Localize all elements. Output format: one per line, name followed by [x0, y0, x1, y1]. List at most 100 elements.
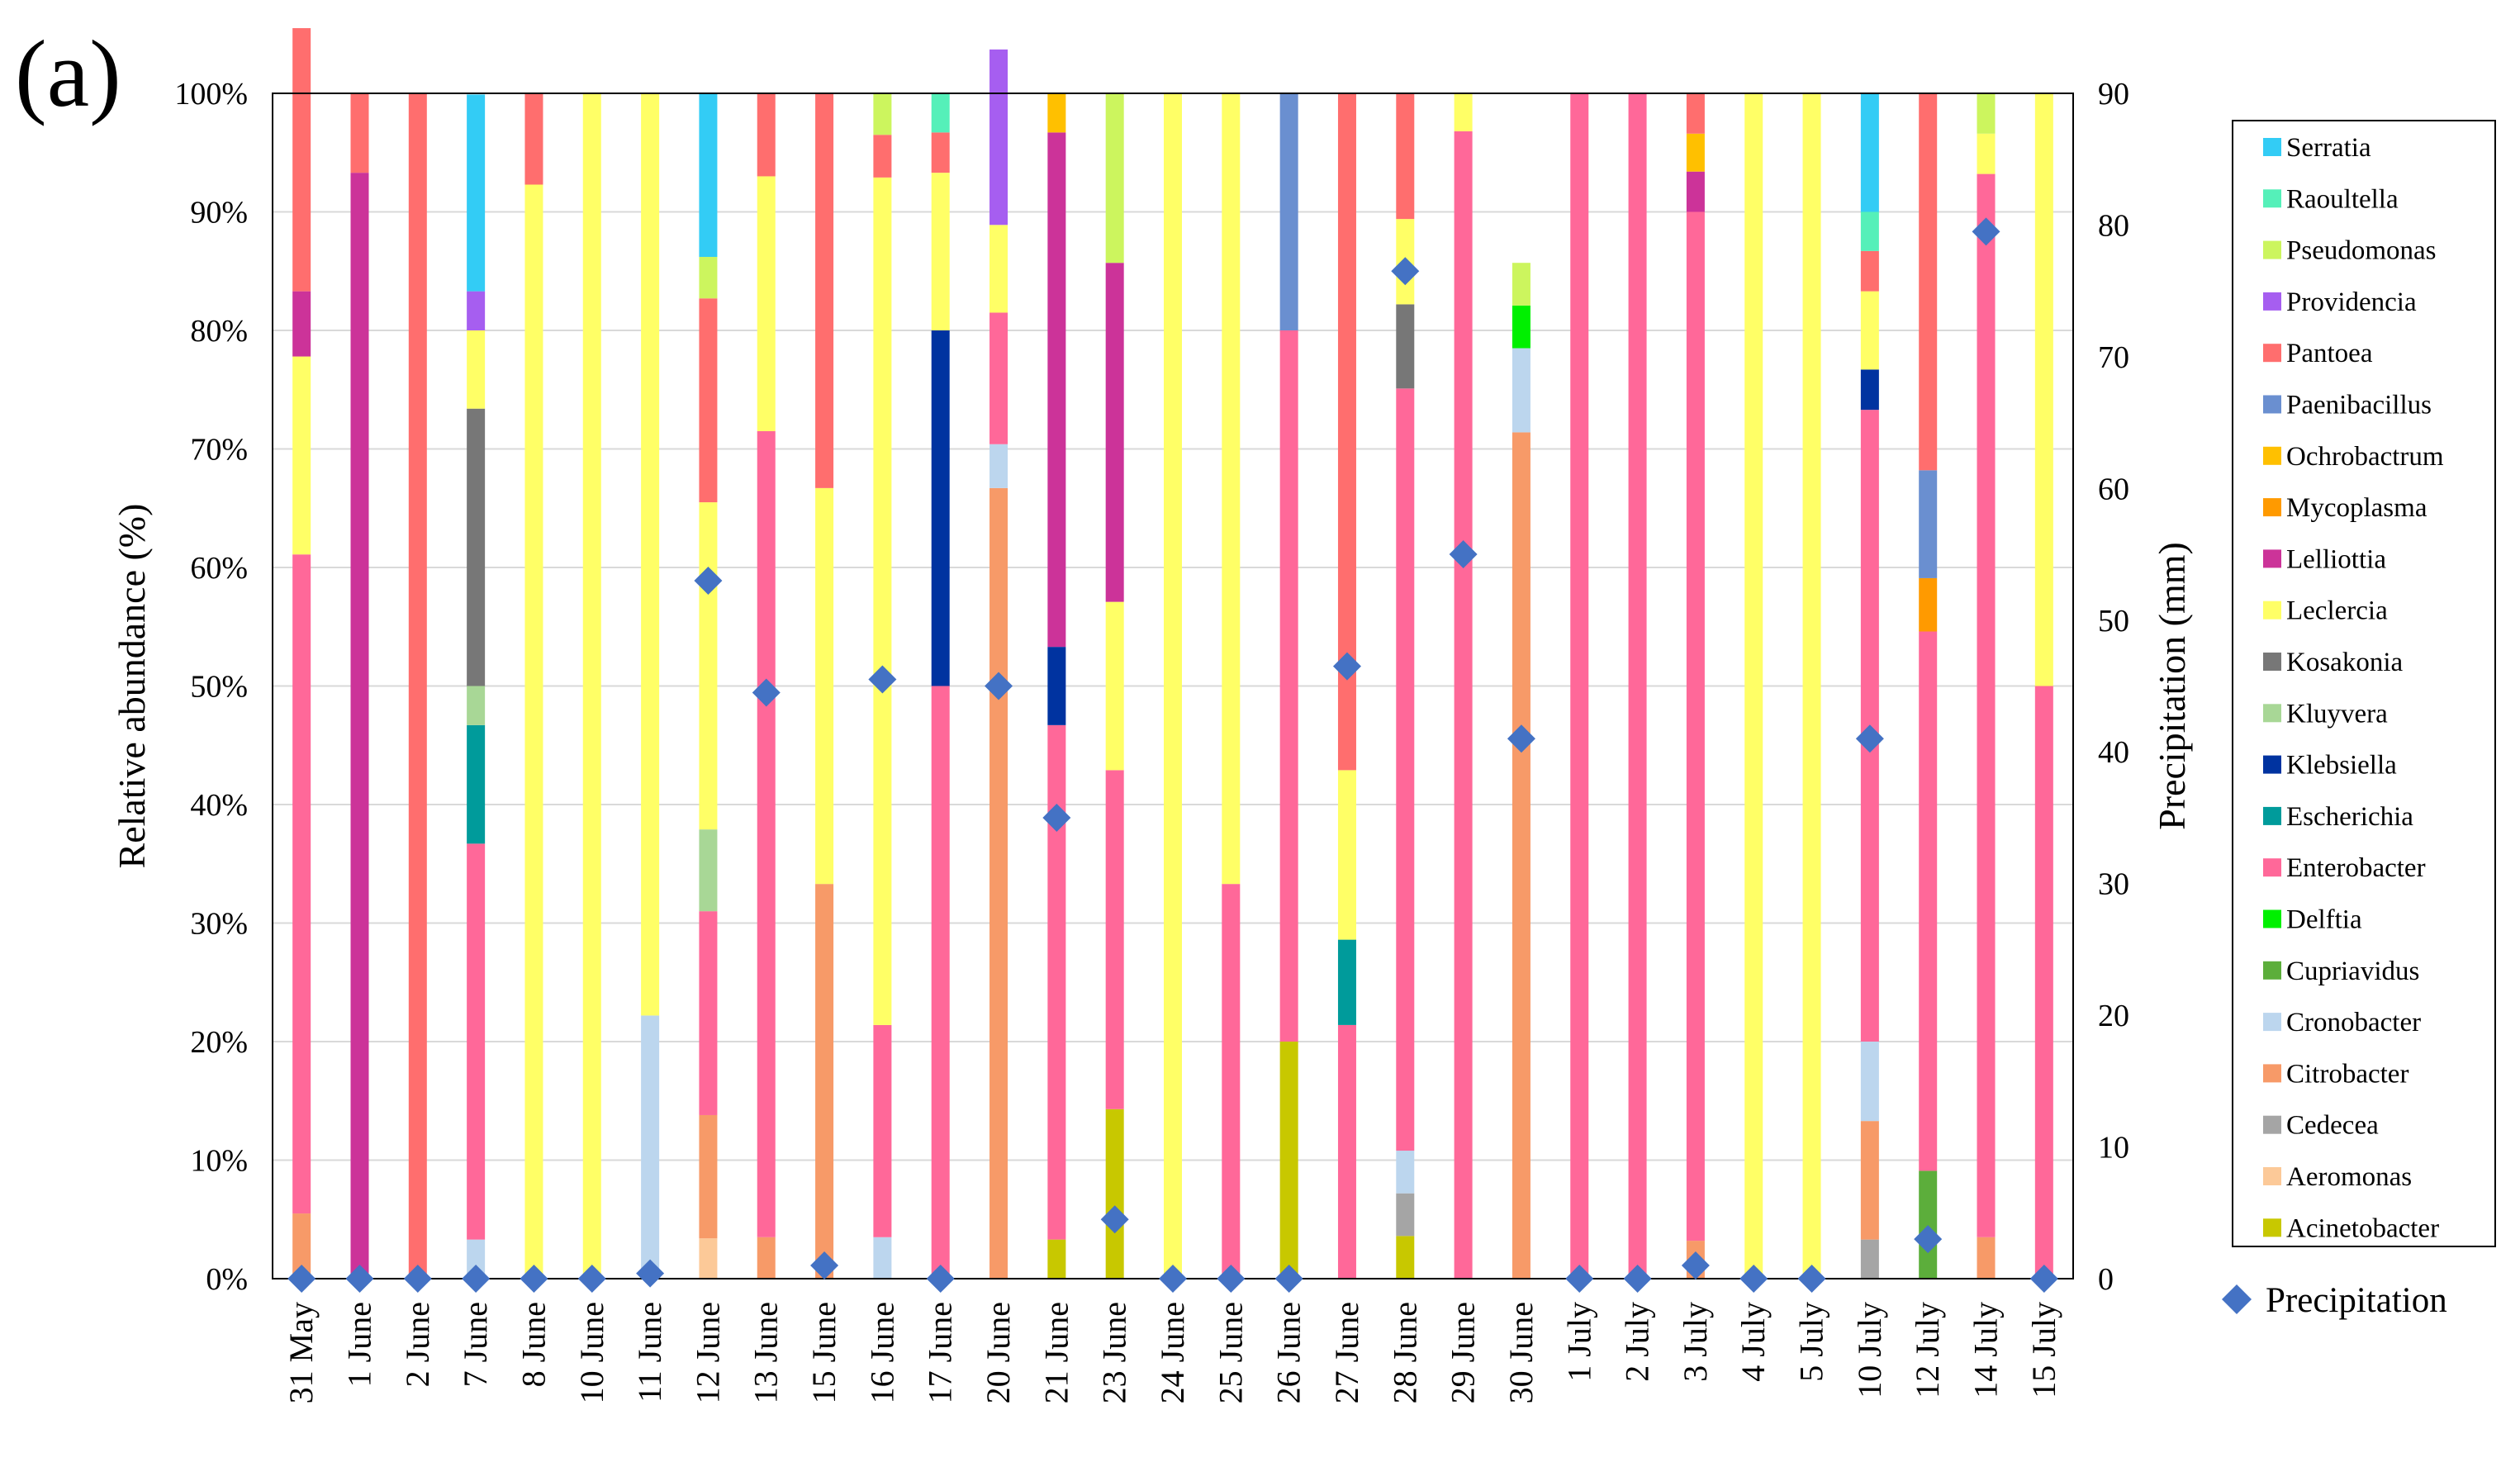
x-tick-label: 17 June [922, 1302, 959, 1403]
legend-label-escherichia: Escherichia [2286, 802, 2413, 832]
precipitation-marker [462, 1265, 491, 1293]
bar-segment-enterobacter [1977, 173, 1996, 1237]
bar-segment-kosakonia [1396, 304, 1415, 389]
precipitation-marker [985, 672, 1013, 700]
bar-segment-leclercia [873, 177, 892, 1025]
bar-segment-enterobacter [1570, 93, 1589, 1279]
bar-segment-leclercia [641, 93, 660, 1016]
bar-segment-mycoplasma [1919, 577, 1938, 632]
bar-segment-leclercia [989, 225, 1008, 313]
bar-segment-cronobacter [467, 1239, 486, 1279]
bar-segment-lelliottia [1686, 171, 1705, 212]
y-tick-label: 10% [190, 1144, 248, 1179]
legend-swatch-serratia [2263, 138, 2281, 156]
x-tick-label: 1 June [340, 1302, 377, 1387]
x-tick-label: 30 June [1502, 1302, 1540, 1403]
legend-swatch-cupriavidus [2263, 961, 2281, 980]
precipitation-legend-label: Precipitation [2266, 1281, 2447, 1320]
y2-tick-label: 60 [2098, 472, 2129, 506]
bar-segment-pantoea [699, 298, 718, 503]
bar-segment-providencia [989, 49, 1008, 226]
x-tick-label: 13 June [747, 1302, 785, 1403]
bar-segment-enterobacter [1047, 724, 1066, 1240]
legend-label-aeromonas: Aeromonas [2286, 1162, 2412, 1192]
bar-segment-raoultella [931, 93, 950, 133]
bar-segment-pantoea [931, 132, 950, 173]
x-tick-label: 29 June [1445, 1302, 1482, 1403]
precipitation-marker [1855, 724, 1884, 753]
bar-segment-enterobacter [1454, 131, 1473, 1279]
bar-segment-pantoea [292, 28, 311, 292]
y2-tick-label: 0 [2098, 1262, 2114, 1297]
y-tick-label: 60% [190, 551, 248, 586]
bar-segment-pantoea [350, 93, 369, 173]
bar-segment-leclercia [1454, 93, 1473, 131]
legend-swatch-cronobacter [2263, 1013, 2281, 1032]
bar-segment-cronobacter [989, 444, 1008, 488]
legend-swatch-pseudomonas [2263, 240, 2281, 259]
bar-segment-kosakonia [467, 408, 486, 686]
x-tick-label: 2 July [1619, 1302, 1656, 1382]
y2-tick-label: 40 [2098, 735, 2129, 770]
legend-swatch-delftia [2263, 909, 2281, 928]
legend-label-paenibacillus: Paenibacillus [2286, 391, 2432, 420]
precipitation-marker [636, 1259, 665, 1288]
x-tick-label: 12 July [1909, 1302, 1946, 1398]
legend-label-cronobacter: Cronobacter [2286, 1008, 2421, 1037]
x-tick-label: 15 June [805, 1302, 842, 1403]
bar-segment-enterobacter [1686, 211, 1705, 1241]
y-tick-label: 70% [190, 433, 248, 468]
precipitation-marker [577, 1265, 606, 1293]
x-tick-label: 25 June [1212, 1302, 1249, 1403]
bar-segment-enterobacter [1222, 884, 1241, 1279]
legend-label-kluyvera: Kluyvera [2286, 699, 2388, 729]
bar-segment-escherichia [1337, 939, 1356, 1025]
x-tick-label: 10 June [573, 1302, 610, 1403]
precipitation-marker [868, 665, 897, 694]
precipitation-marker [1449, 540, 1478, 569]
legend-label-kosakonia: Kosakonia [2286, 648, 2403, 677]
legend-label-cedecea: Cedecea [2286, 1111, 2379, 1141]
precipitation-marker [345, 1265, 374, 1293]
bar-segment-leclercia [1744, 93, 1763, 1279]
bars-layer [292, 28, 2053, 1279]
legend-label-pantoea: Pantoea [2286, 339, 2373, 368]
bar-segment-enterobacter [1337, 1024, 1356, 1279]
bar-segment-klebsiella [931, 330, 950, 686]
precipitation-marker [1623, 1265, 1652, 1293]
legend-label-delftia: Delftia [2286, 905, 2362, 935]
y-tick-label: 90% [190, 196, 248, 230]
bar-segment-escherichia [467, 724, 486, 844]
y-axis-right: 0 10 20 30 40 50 60 70 80 90 [2098, 77, 2129, 1297]
precipitation-marker [1914, 1225, 1943, 1254]
bar-segment-leclercia [815, 487, 834, 885]
bar-segment-enterobacter [1919, 631, 1938, 1171]
precipitation-marker [810, 1251, 839, 1280]
bar-segment-pseudomonas [699, 257, 718, 299]
bar-segment-pantoea [408, 93, 427, 1279]
bar-segment-pseudomonas [1105, 93, 1124, 263]
bar-segment-enterobacter [1105, 770, 1124, 1109]
precipitation-marker [1565, 1265, 1594, 1293]
bar-segment-enterobacter [1396, 388, 1415, 1151]
bar-segment-pantoea [1337, 93, 1356, 771]
bar-segment-leclercia [1337, 770, 1356, 940]
bar-segment-enterobacter [2034, 686, 2053, 1279]
x-tick-label: 5 July [1793, 1302, 1830, 1382]
bar-segment-pseudomonas [1977, 93, 1996, 134]
legend-label-citrobacter: Citrobacter [2286, 1059, 2408, 1089]
bar-segment-enterobacter [931, 686, 950, 1279]
bar-segment-cronobacter [641, 1015, 660, 1279]
x-tick-label: 14 July [1967, 1302, 2005, 1398]
y-tick-label: 100% [174, 77, 248, 112]
legend-label-enterobacter: Enterobacter [2286, 853, 2426, 883]
bar-segment-cronobacter [1512, 348, 1531, 433]
bar-segment-providencia [467, 291, 486, 330]
legend-swatch-paenibacillus [2263, 395, 2281, 414]
x-tick-label: 26 June [1270, 1302, 1307, 1403]
bar-segment-serratia [467, 94, 486, 292]
precipitation-marker [926, 1265, 955, 1293]
bar-segment-leclercia [1977, 133, 1996, 174]
legend-swatch-citrobacter [2263, 1064, 2281, 1083]
precipitation-marker [1507, 724, 1535, 753]
